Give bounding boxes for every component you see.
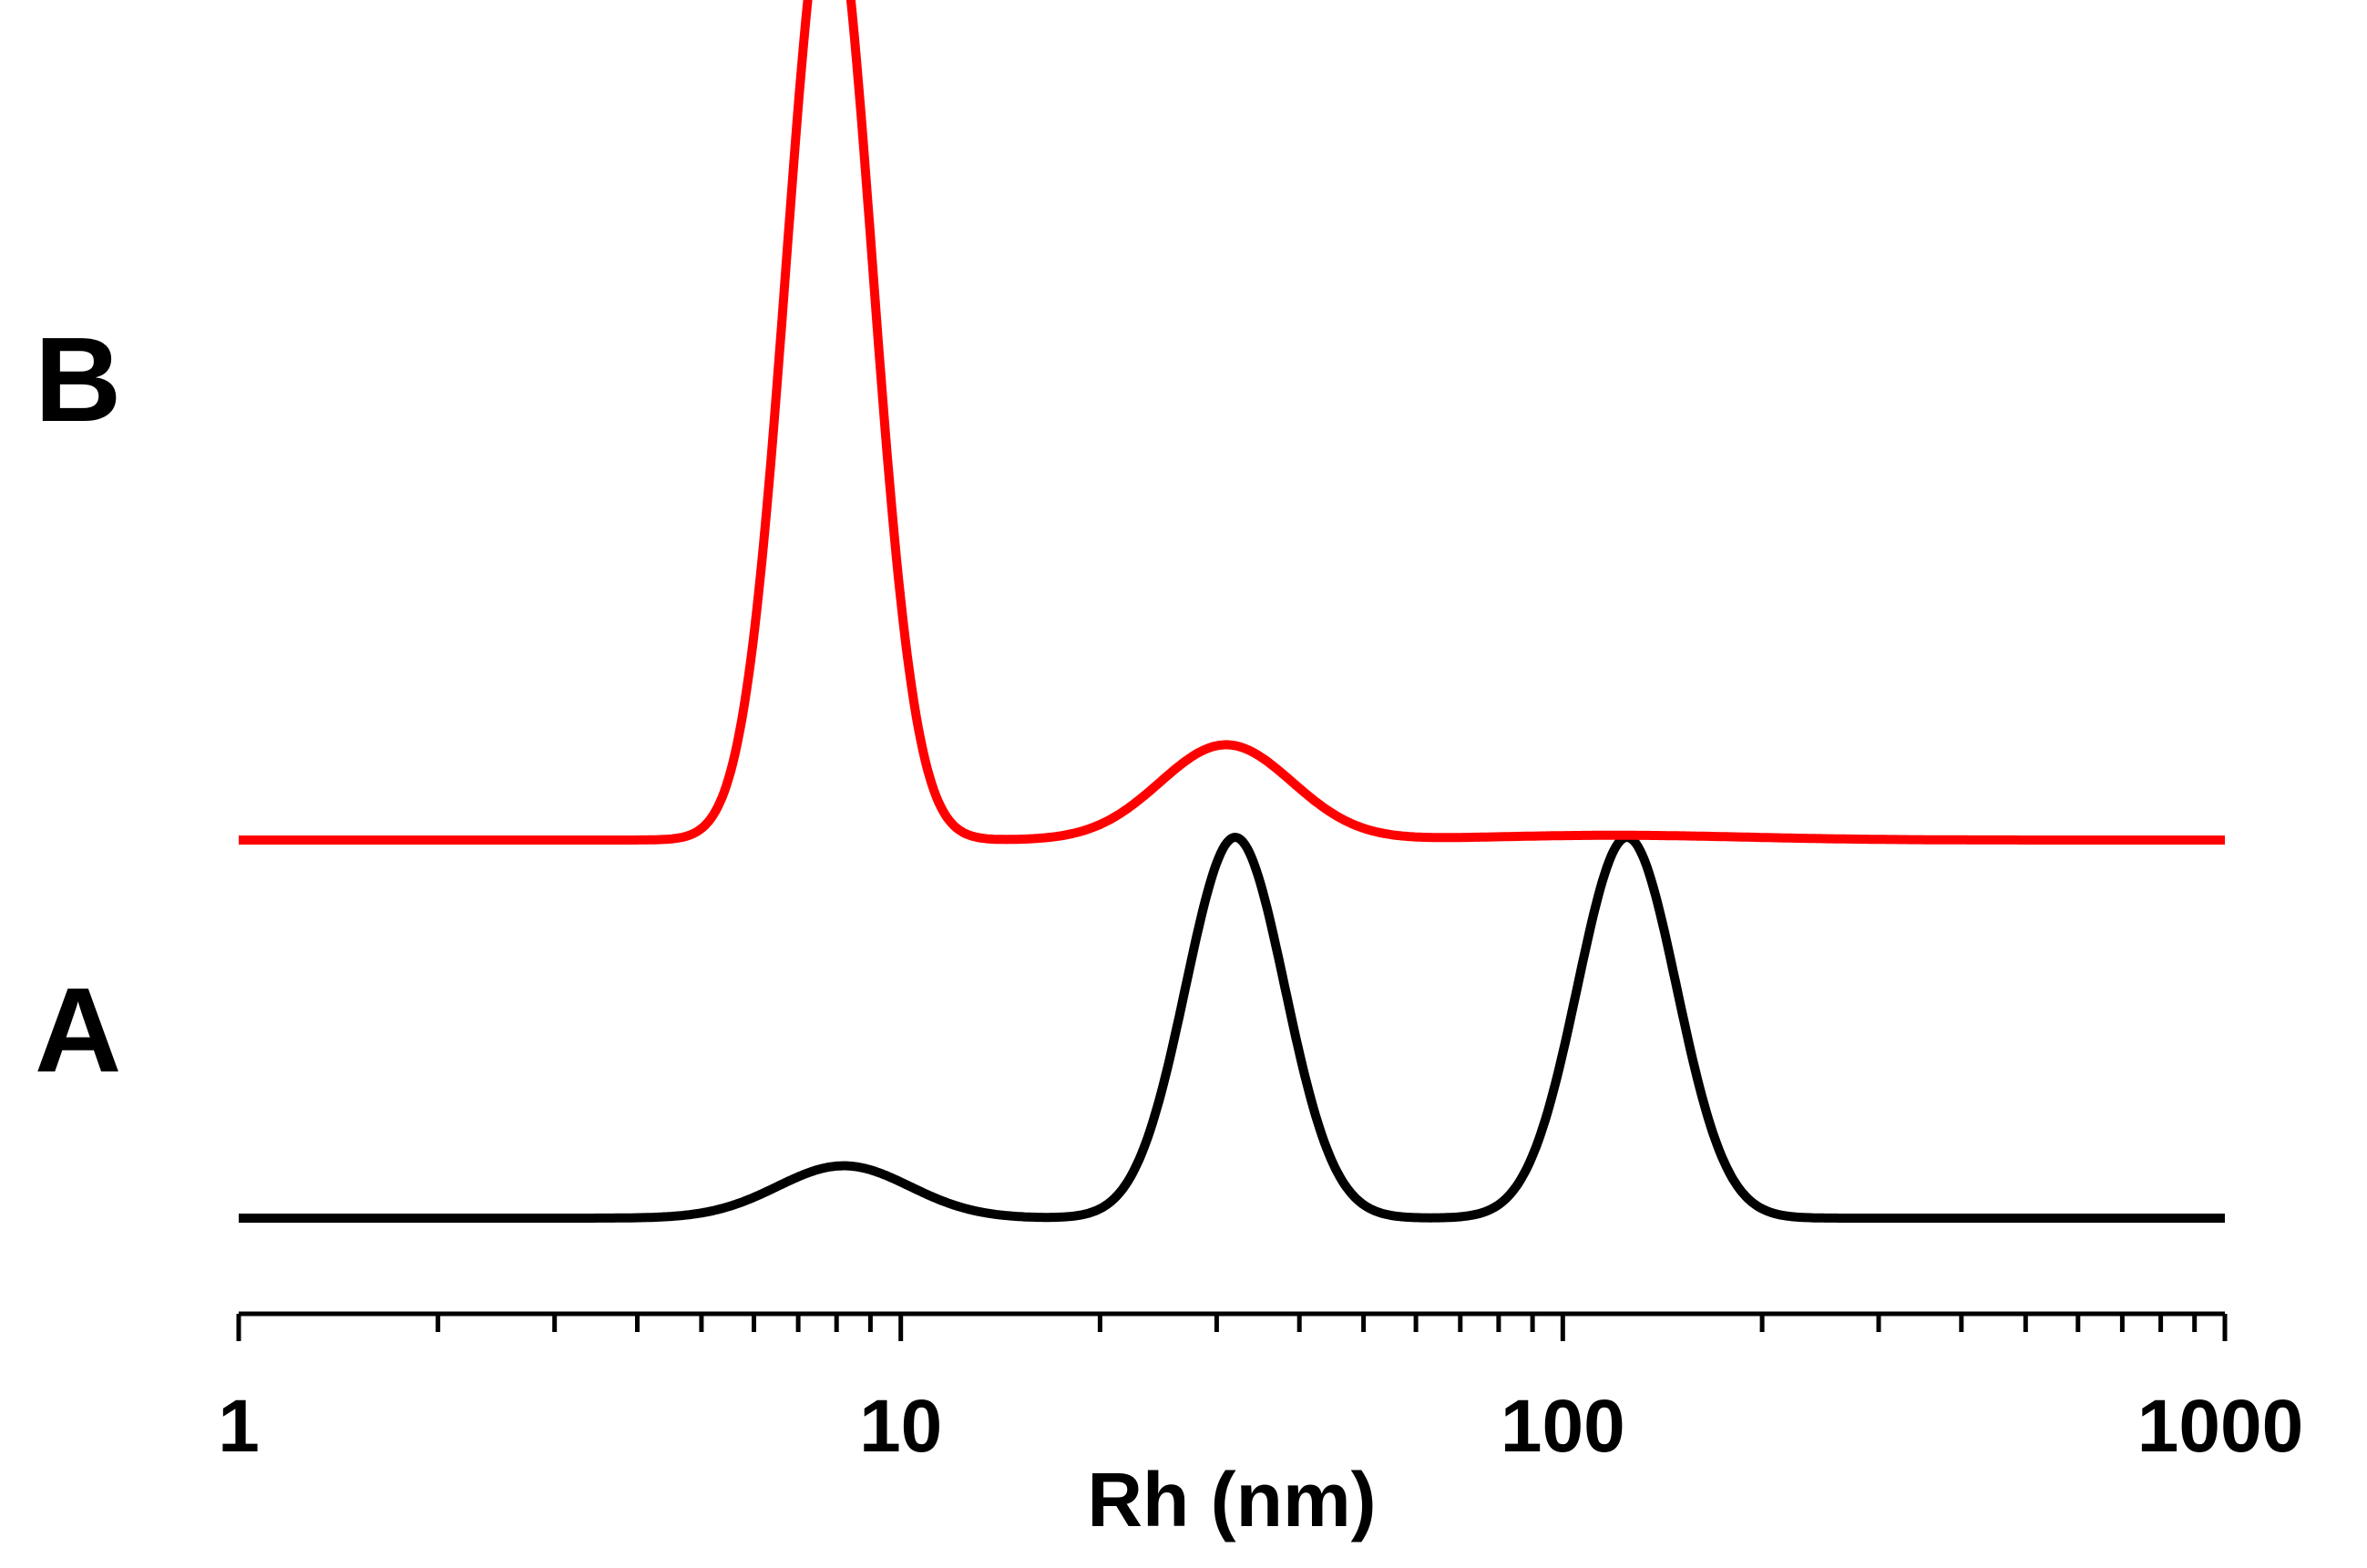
panel-label-b: B bbox=[35, 313, 121, 446]
x-tick-label: 1000 bbox=[2137, 1385, 2303, 1468]
series-layer bbox=[236, 0, 2228, 1223]
x-tick-labels: 1 10 100 1000 bbox=[218, 1385, 2303, 1468]
x-tick-label: 10 bbox=[859, 1385, 942, 1468]
x-ticks bbox=[236, 1314, 2228, 1341]
x-tick-label: 1 bbox=[218, 1385, 260, 1468]
panel-labels: B A bbox=[35, 313, 121, 1097]
x-tick-label: 100 bbox=[1501, 1385, 1625, 1468]
series-line-a bbox=[236, 833, 2228, 1223]
x-axis: 1 10 100 1000 Rh (nm) bbox=[218, 1311, 2303, 1542]
series-line-b bbox=[236, 0, 2228, 845]
panel-label-a: A bbox=[35, 963, 121, 1097]
x-axis-title: Rh (nm) bbox=[1087, 1457, 1376, 1542]
